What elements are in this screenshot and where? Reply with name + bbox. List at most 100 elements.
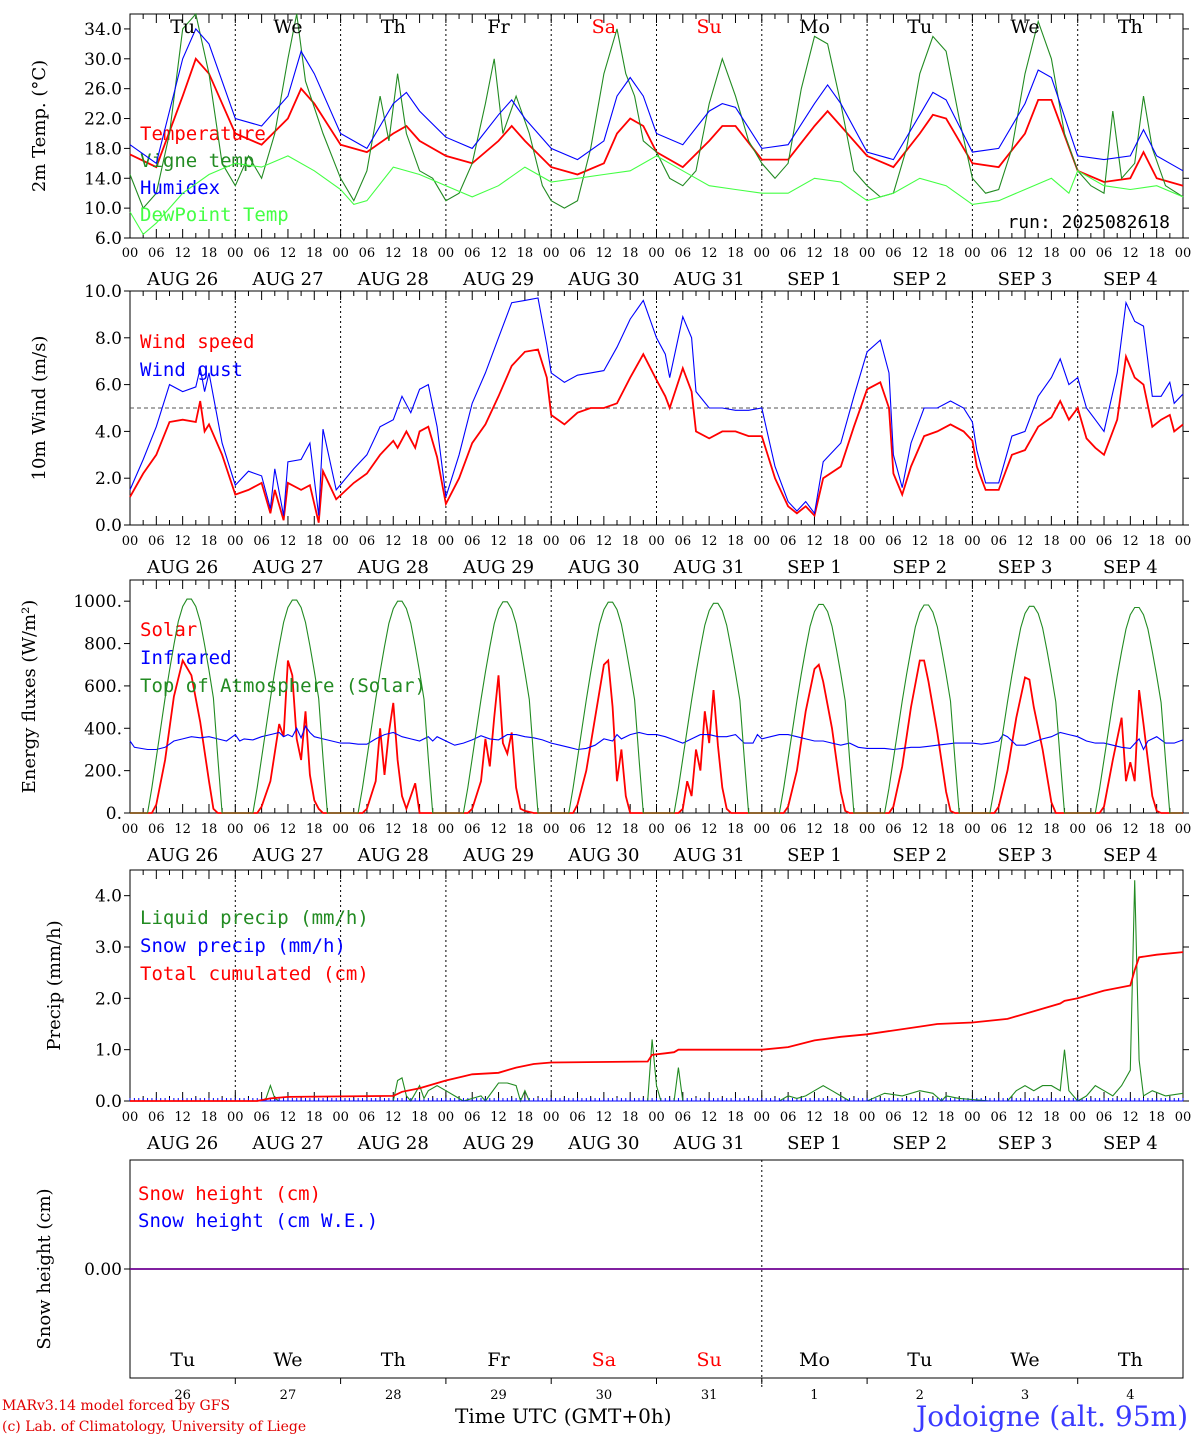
x-hour-label: 12 <box>806 1110 823 1125</box>
weekday-label: Fr <box>487 16 510 38</box>
weekday-label: Th <box>1118 1349 1143 1371</box>
x-hour-label: 00 <box>332 1110 349 1125</box>
x-hour-label: 18 <box>727 246 744 261</box>
x-hour-label: 18 <box>1148 1110 1165 1125</box>
x-hour-label: 06 <box>1096 1110 1113 1125</box>
x-hour-label: 06 <box>885 822 902 837</box>
series-line-vigne-temp <box>129 12 1184 210</box>
x-hour-label: 06 <box>359 534 376 549</box>
x-date-label: SEP 1 <box>787 269 842 290</box>
x-hour-label: 12 <box>806 534 823 549</box>
day-number-label: 31 <box>701 1388 718 1403</box>
y-axis-label: 2m Temp. (°C) <box>29 60 50 192</box>
x-date-label: SEP 2 <box>892 845 947 866</box>
x-hour-label: 18 <box>1043 1110 1060 1125</box>
x-hour-label: 00 <box>438 822 455 837</box>
x-hour-label: 12 <box>596 822 613 837</box>
day-number-label: 27 <box>280 1388 297 1403</box>
x-hour-label: 12 <box>280 246 297 261</box>
x-hour-label: 06 <box>1096 534 1113 549</box>
x-hour-label: 18 <box>517 822 534 837</box>
weekday-label: Tu <box>170 16 195 38</box>
x-hour-label: 18 <box>306 1110 323 1125</box>
x-date-label: AUG 29 <box>462 269 534 290</box>
weekday-label: Th <box>1118 16 1143 38</box>
x-hour-label: 06 <box>148 246 165 261</box>
x-hour-label: 00 <box>754 1110 771 1125</box>
x-date-label: AUG 30 <box>567 557 639 578</box>
x-hour-label: 00 <box>122 1110 139 1125</box>
x-date-label: SEP 1 <box>787 845 842 866</box>
x-hour-label: 18 <box>306 822 323 837</box>
y-tick-label: 1000. <box>73 592 122 612</box>
x-hour-label: 12 <box>280 1110 297 1125</box>
series-line-solar <box>130 658 1183 814</box>
x-hour-label: 00 <box>648 246 665 261</box>
weekday-label: Mo <box>799 16 830 38</box>
x-hour-label: 00 <box>438 246 455 261</box>
x-hour-label: 18 <box>833 534 850 549</box>
y-tick-label: 0.0 <box>95 1092 122 1112</box>
x-hour-label: 06 <box>675 822 692 837</box>
y-tick-label: 400. <box>84 719 122 739</box>
x-hour-label: 18 <box>517 1110 534 1125</box>
y-tick-label: 34.0 <box>84 20 122 40</box>
x-hour-label: 06 <box>253 822 270 837</box>
x-hour-label: 12 <box>1017 822 1034 837</box>
x-hour-label: 06 <box>253 534 270 549</box>
x-hour-label: 12 <box>911 534 928 549</box>
x-date-label: SEP 4 <box>1103 1133 1158 1154</box>
x-hour-label: 06 <box>885 1110 902 1125</box>
legend-entry: Wind gust <box>140 359 243 381</box>
series-line-humidex <box>129 27 1184 172</box>
series-line-wind-speed <box>129 348 1184 523</box>
x-date-label: AUG 27 <box>251 557 323 578</box>
x-date-label: AUG 26 <box>146 269 218 290</box>
x-hour-label: 06 <box>780 822 797 837</box>
x-date-label: AUG 28 <box>357 269 429 290</box>
x-hour-label: 00 <box>227 534 244 549</box>
x-date-label: SEP 2 <box>892 557 947 578</box>
x-hour-label: 18 <box>411 534 428 549</box>
x-date-label: AUG 31 <box>673 845 745 866</box>
x-date-label: AUG 31 <box>673 1133 745 1154</box>
y-tick-label: 10.0 <box>84 282 122 302</box>
x-axis-title: Time UTC (GMT+0h) <box>455 1404 672 1428</box>
x-date-label: SEP 4 <box>1103 269 1158 290</box>
x-hour-label: 00 <box>754 246 771 261</box>
x-hour-label: 18 <box>1043 246 1060 261</box>
x-hour-label: 18 <box>938 1110 955 1125</box>
x-hour-label: 12 <box>701 1110 718 1125</box>
x-hour-label: 18 <box>1043 822 1060 837</box>
x-hour-label: 06 <box>464 534 481 549</box>
x-hour-label: 12 <box>1122 246 1139 261</box>
x-hour-label: 18 <box>727 534 744 549</box>
x-hour-label: 00 <box>754 822 771 837</box>
x-hour-label: 18 <box>517 246 534 261</box>
x-date-label: SEP 2 <box>892 269 947 290</box>
x-hour-label: 12 <box>911 822 928 837</box>
y-tick-label: 30.0 <box>84 50 122 70</box>
y-tick-label: 3.0 <box>95 938 122 958</box>
day-number-label: 28 <box>385 1388 402 1403</box>
day-number-label: 3 <box>1021 1388 1029 1403</box>
x-hour-label: 12 <box>1017 246 1034 261</box>
x-hour-label: 06 <box>569 822 586 837</box>
x-hour-label: 06 <box>675 246 692 261</box>
x-hour-label: 00 <box>754 534 771 549</box>
x-hour-label: 12 <box>1017 534 1034 549</box>
x-date-label: AUG 28 <box>357 557 429 578</box>
x-hour-label: 12 <box>490 822 507 837</box>
model-credit: MARv3.14 model forced by GFS <box>2 1398 231 1414</box>
weekday-label: We <box>273 1349 302 1371</box>
day-number-label: 30 <box>596 1388 613 1403</box>
weekday-label: We <box>1010 16 1039 38</box>
y-axis-label: Precip (mm/h) <box>44 920 65 1050</box>
weekday-label: Fr <box>487 1349 510 1371</box>
x-hour-label: 06 <box>359 1110 376 1125</box>
x-hour-label: 00 <box>1069 822 1086 837</box>
legend-entry: Humidex <box>140 177 220 199</box>
x-hour-label: 00 <box>1175 246 1192 261</box>
x-hour-label: 18 <box>622 534 639 549</box>
x-hour-label: 18 <box>411 246 428 261</box>
